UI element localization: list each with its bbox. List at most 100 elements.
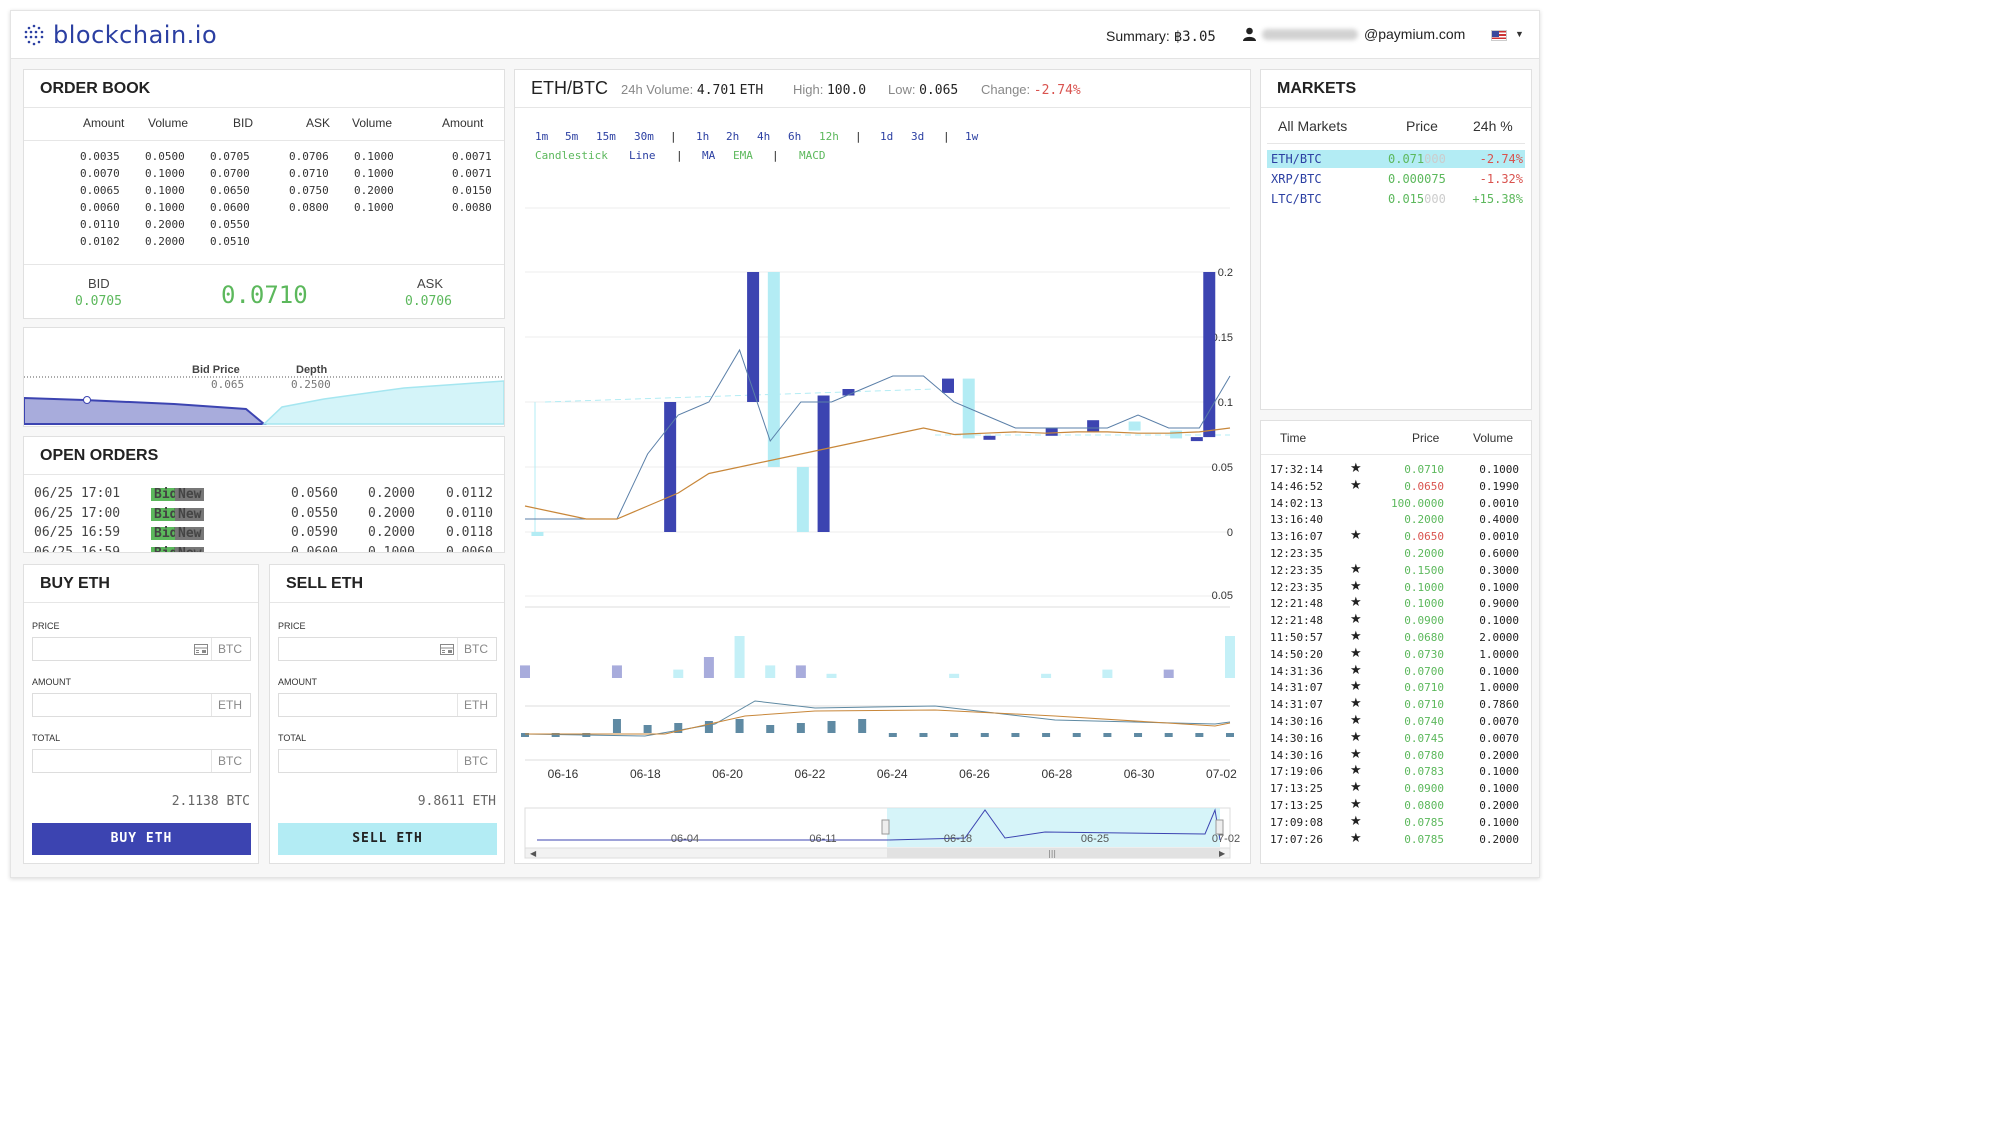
trade-row[interactable]: 12:23:35 0.2000 0.6000 xyxy=(1261,547,1527,564)
trade-row[interactable]: 14:50:20 ★ 0.0730 1.0000 xyxy=(1261,645,1527,665)
order-book-row[interactable]: 0.0110 0.2000 0.0550 xyxy=(24,218,504,235)
candle[interactable] xyxy=(1190,437,1203,442)
interval-1h[interactable]: 1h xyxy=(696,130,710,143)
interval-1d[interactable]: 1d xyxy=(880,130,894,143)
interval-2h[interactable]: 2h xyxy=(726,130,740,143)
market-row[interactable]: LTC/BTC 0.015000 +15.38% xyxy=(1267,190,1525,208)
trade-row[interactable]: 13:16:40 0.2000 0.4000 xyxy=(1261,513,1527,530)
star-icon: ★ xyxy=(1350,645,1362,661)
open-order-row[interactable]: 06/25 16:59 Bid New 0.0600 0.1000 0.0060 xyxy=(34,545,504,552)
trade-row[interactable]: 17:13:25 ★ 0.0800 0.2000 xyxy=(1261,797,1527,816)
trade-row[interactable]: 14:30:16 ★ 0.0745 0.0070 xyxy=(1261,730,1527,749)
trade-row[interactable]: 14:30:16 ★ 0.0780 0.2000 xyxy=(1261,747,1527,766)
order-book-row[interactable]: 0.0102 0.2000 0.0510 xyxy=(24,235,504,252)
trade-row[interactable]: 14:31:36 ★ 0.0700 0.1000 xyxy=(1261,663,1527,682)
candle[interactable] xyxy=(842,389,855,396)
candle[interactable] xyxy=(531,532,544,536)
chevron-down-icon[interactable]: ▼ xyxy=(1515,29,1524,39)
navigator-selection[interactable] xyxy=(887,808,1220,847)
buy-total-input[interactable]: BTC xyxy=(32,749,251,773)
buy-amount-input[interactable]: ETH xyxy=(32,693,251,717)
trade-row[interactable]: 12:21:48 ★ 0.0900 0.1000 xyxy=(1261,612,1527,631)
navigator-scrollbar[interactable] xyxy=(524,847,1231,859)
buy-button[interactable]: BUY ETH xyxy=(32,823,251,855)
navigator-scrollbar-thumb[interactable] xyxy=(887,848,1220,858)
trade-row[interactable]: 17:13:25 ★ 0.0900 0.1000 xyxy=(1261,780,1527,799)
order-book-row[interactable]: 0.0060 0.1000 0.0600 0.0800 0.1000 0.0080 xyxy=(24,201,504,218)
trade-row[interactable]: 12:23:35 ★ 0.1500 0.3000 xyxy=(1261,562,1527,581)
candle[interactable] xyxy=(767,272,780,467)
trade-row[interactable]: 17:32:14 ★ 0.0710 0.1000 xyxy=(1261,461,1527,480)
trade-row[interactable]: 14:31:07 ★ 0.0710 0.7860 xyxy=(1261,696,1527,715)
logo-text: blockchain.io xyxy=(53,21,218,49)
volume-bar xyxy=(673,669,684,678)
trade-row[interactable]: 17:19:06 ★ 0.0783 0.1000 xyxy=(1261,763,1527,782)
navigator-tick-label: 06-04 xyxy=(671,833,699,845)
market-row[interactable]: ETH/BTC 0.071000 -2.74% xyxy=(1267,150,1525,168)
interval-12h[interactable]: 12h xyxy=(819,130,839,143)
market-row[interactable]: XRP/BTC 0.000075 -1.32% xyxy=(1267,170,1525,188)
candle[interactable] xyxy=(747,272,760,402)
candle[interactable] xyxy=(1087,420,1100,432)
scroll-grip-icon[interactable]: ||| xyxy=(1048,849,1056,858)
indicator-ma[interactable]: MA xyxy=(702,149,716,162)
trade-row[interactable]: 14:30:16 ★ 0.0740 0.0070 xyxy=(1261,713,1527,732)
interval-3d[interactable]: 3d xyxy=(911,130,925,143)
trade-volume: 0.1000 xyxy=(1479,815,1519,829)
order-book-row[interactable]: 0.0035 0.0500 0.0705 0.0706 0.1000 0.0071 xyxy=(24,150,504,167)
candle[interactable] xyxy=(796,467,809,532)
open-order-row[interactable]: 06/25 16:59 Bid New 0.0590 0.2000 0.0118 xyxy=(34,525,504,543)
trade-row[interactable]: 17:09:08 ★ 0.0785 0.1000 xyxy=(1261,814,1527,833)
sell-button[interactable]: SELL ETH xyxy=(278,823,497,855)
scroll-left-icon[interactable]: ◀ xyxy=(530,849,537,858)
open-order-row[interactable]: 06/25 17:00 Bid New 0.0550 0.2000 0.0110 xyxy=(34,506,504,524)
ask-price-rest: .0710 xyxy=(295,167,329,180)
interval-4h[interactable]: 4h xyxy=(757,130,771,143)
indicator-macd[interactable]: MACD xyxy=(799,149,826,162)
ask-amount: 0.0080 xyxy=(452,201,492,214)
interval-1w[interactable]: 1w xyxy=(965,130,979,143)
candle[interactable] xyxy=(1045,428,1058,436)
chart-type-candlestick[interactable]: Candlestick xyxy=(535,149,608,162)
trade-row[interactable]: 14:31:07 ★ 0.0710 1.0000 xyxy=(1261,679,1527,698)
interval-6h[interactable]: 6h xyxy=(788,130,802,143)
trade-row[interactable]: 13:16:07 ★ 0.0650 0.0010 xyxy=(1261,528,1527,547)
candle[interactable] xyxy=(983,435,996,440)
navigator-handle-right[interactable] xyxy=(1215,819,1224,835)
market-pair: XRP/BTC xyxy=(1271,172,1322,186)
interval-15m[interactable]: 15m xyxy=(596,130,616,143)
sell-amount-input[interactable]: ETH xyxy=(278,693,497,717)
trade-row[interactable]: 11:50:57 ★ 0.0680 2.0000 xyxy=(1261,629,1527,648)
open-order-row[interactable]: 06/25 17:01 Bid New 0.0560 0.2000 0.0112 xyxy=(34,486,504,504)
scroll-right-icon[interactable]: ▶ xyxy=(1219,849,1226,858)
order-book-row[interactable]: 0.0070 0.1000 0.0700 0.0710 0.1000 0.0071 xyxy=(24,167,504,184)
navigator-handle-left[interactable] xyxy=(881,819,890,835)
trade-row[interactable]: 17:07:26 ★ 0.0785 0.2000 xyxy=(1261,831,1527,850)
trade-row[interactable]: 14:46:52 ★ 0.0650 0.1990 xyxy=(1261,478,1527,497)
candle[interactable] xyxy=(1203,272,1216,438)
indicator-ema[interactable]: EMA xyxy=(733,149,753,162)
buy-price-input[interactable]: BTC xyxy=(32,637,251,661)
ask-price: 0.0710 xyxy=(289,167,329,180)
sell-total-input[interactable]: BTC xyxy=(278,749,497,773)
trade-row[interactable]: 12:23:35 ★ 0.1000 0.1000 xyxy=(1261,579,1527,598)
chart-type-line[interactable]: Line xyxy=(629,149,656,162)
trade-row[interactable]: 14:02:13 100.0000 0.0010 xyxy=(1261,497,1527,514)
calculator-icon[interactable] xyxy=(194,644,208,655)
candle[interactable] xyxy=(664,402,677,532)
order-book-row[interactable]: 0.0065 0.1000 0.0650 0.0750 0.2000 0.0150 xyxy=(24,184,504,201)
interval-1m[interactable]: 1m xyxy=(535,130,549,143)
logo[interactable]: blockchain.io xyxy=(23,21,217,49)
candle[interactable] xyxy=(1128,421,1141,431)
candle[interactable] xyxy=(817,395,830,533)
sell-price-input[interactable]: BTC xyxy=(278,637,497,661)
col-all-markets[interactable]: All Markets xyxy=(1278,118,1348,134)
candle[interactable] xyxy=(942,378,954,393)
interval-5m[interactable]: 5m xyxy=(565,130,579,143)
us-flag-icon[interactable] xyxy=(1491,30,1507,41)
candle[interactable] xyxy=(1170,430,1183,439)
trade-row[interactable]: 12:21:48 ★ 0.1000 0.9000 xyxy=(1261,595,1527,614)
user-menu[interactable]: @paymium.com xyxy=(1243,26,1465,42)
calculator-icon[interactable] xyxy=(440,644,454,655)
interval-30m[interactable]: 30m xyxy=(634,130,654,143)
